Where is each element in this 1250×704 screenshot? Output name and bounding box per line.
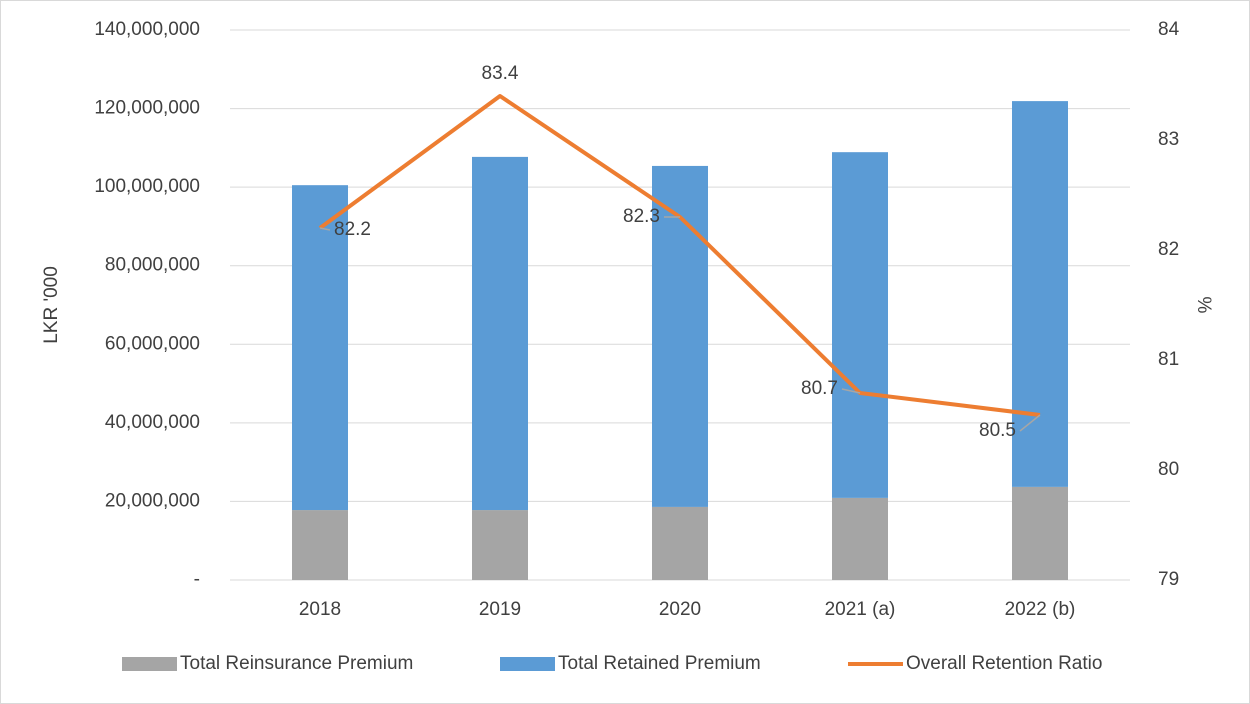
y2-tick-label: 81 [1158,349,1179,370]
y2-tick-label: 84 [1158,19,1180,40]
bar [472,510,528,580]
x-tick-label: 2018 [299,599,341,620]
y-axis-label: LKR '000 [41,266,62,344]
bar [472,156,528,511]
x-tick-label: 2019 [479,599,521,620]
legend-swatch [500,657,555,671]
bar [652,506,708,580]
bar [292,185,348,511]
legend-label: Overall Retention Ratio [906,653,1102,674]
data-label: 80.5 [979,420,1016,441]
bar [292,510,348,580]
data-label: 83.4 [482,63,519,84]
leader-line [841,388,861,394]
y2-tick-label: 83 [1158,129,1179,150]
bar [832,497,888,580]
bar [1012,486,1068,580]
y-tick-label: 20,000,000 [105,490,200,511]
y2-axis-label: % [1193,297,1214,314]
y-tick-label: 100,000,000 [94,176,200,197]
y2-tick-label: 80 [1158,459,1179,480]
data-label: 80.7 [801,378,838,399]
y-tick-label: - [194,569,200,590]
bar [652,165,708,507]
legend-label: Total Reinsurance Premium [180,653,413,674]
y2-tick-label: 79 [1158,569,1179,590]
y-tick-label: 140,000,000 [94,19,200,40]
y-tick-label: 40,000,000 [105,412,200,433]
y2-tick-label: 82 [1158,239,1179,260]
bar [1012,101,1068,487]
x-tick-label: 2021 (a) [825,599,896,620]
y-tick-label: 120,000,000 [94,98,200,119]
bar [832,152,888,498]
y-tick-label: 60,000,000 [105,333,200,354]
legend-label: Total Retained Premium [558,653,761,674]
y-tick-label: 80,000,000 [105,255,200,276]
data-label: 82.2 [334,219,371,240]
leader-line [1019,414,1041,432]
data-label: 82.3 [623,206,660,227]
x-tick-label: 2022 (b) [1005,599,1076,620]
legend-swatch [122,657,177,671]
leader-line [319,227,331,231]
x-tick-label: 2020 [659,599,701,620]
